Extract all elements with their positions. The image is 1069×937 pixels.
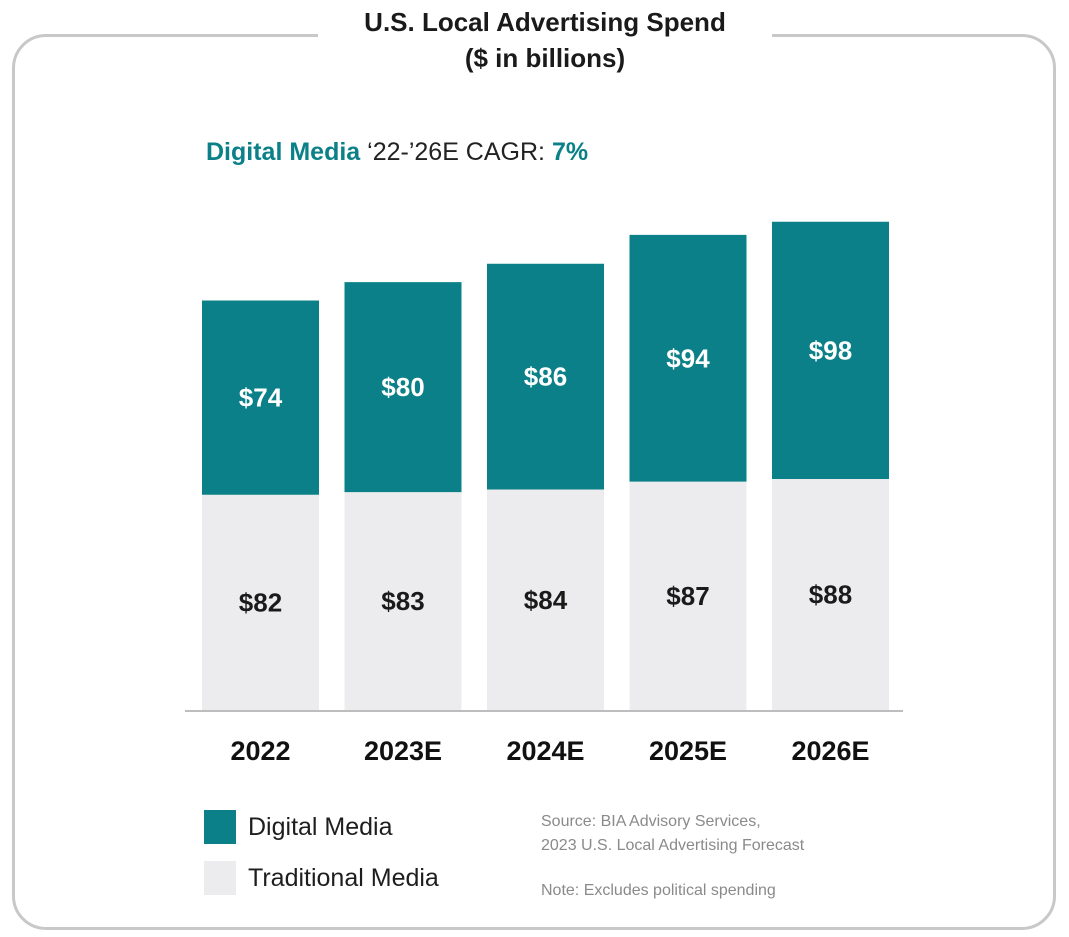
bar-digital-2025E xyxy=(629,234,747,482)
source-note: Source: BIA Advisory Services, 2023 U.S.… xyxy=(541,810,804,858)
bar-traditional-2026E xyxy=(772,479,889,710)
legend-item-digital: Digital Media xyxy=(204,810,393,844)
title-background xyxy=(318,8,772,78)
data-label-digital-2026E: $98 xyxy=(809,335,852,365)
legend-item-traditional: Traditional Media xyxy=(204,861,439,895)
bar-traditional-2022 xyxy=(202,494,319,710)
source-line-1: Source: BIA Advisory Services, xyxy=(541,813,761,830)
chart-title: U.S. Local Advertising Spend ($ in billi… xyxy=(318,4,772,76)
legend-swatch-traditional xyxy=(204,861,236,895)
x-tick-label-2025E: 2025E xyxy=(649,736,727,766)
x-tick-label-2026E: 2026E xyxy=(791,736,869,766)
bar-digital-2022 xyxy=(202,300,319,495)
data-label-digital-2025E: $94 xyxy=(666,343,710,373)
chart-title-line1: U.S. Local Advertising Spend xyxy=(364,7,726,37)
legend-label-digital: Digital Media xyxy=(248,812,393,841)
data-label-traditional-2022: $82 xyxy=(239,587,282,617)
bar-traditional-2025E xyxy=(629,481,747,710)
x-tick-label-2022: 2022 xyxy=(230,736,290,766)
data-label-traditional-2025E: $87 xyxy=(666,581,709,611)
x-tick-label-2024E: 2024E xyxy=(506,736,584,766)
data-label-digital-2024E: $86 xyxy=(524,362,567,392)
source-line-2: 2023 U.S. Local Advertising Forecast xyxy=(541,837,805,854)
exclusion-note: Note: Excludes political spending xyxy=(541,882,776,899)
bar-digital-2023E xyxy=(344,282,462,493)
cagr-annotation: Digital Media ‘22-’26E CAGR: 7% xyxy=(206,138,588,167)
data-label-traditional-2026E: $88 xyxy=(809,580,852,610)
legend-swatch-digital xyxy=(204,810,236,844)
cagr-series-name: Digital Media xyxy=(206,138,361,166)
x-tick-label-2023E: 2023E xyxy=(364,736,442,766)
data-label-traditional-2024E: $84 xyxy=(524,585,568,615)
bar-traditional-2023E xyxy=(344,492,462,710)
data-label-digital-2022: $74 xyxy=(239,383,283,413)
bar-traditional-2024E xyxy=(487,489,604,710)
legend-label-traditional: Traditional Media xyxy=(248,863,439,892)
bar-digital-2026E xyxy=(772,221,889,479)
cagr-text: ‘22-’26E CAGR: xyxy=(367,138,545,166)
data-label-digital-2023E: $80 xyxy=(381,372,424,402)
stacked-bar-chart: $74 $82 2022 $80 $83 2023E $86 $84 2024E $94 $87 20… xyxy=(185,221,903,766)
data-label-traditional-2023E: $83 xyxy=(381,586,424,616)
cagr-value: 7% xyxy=(551,138,589,166)
chart-subtitle: ($ in billions) xyxy=(464,43,626,73)
bar-digital-2024E xyxy=(487,263,604,490)
